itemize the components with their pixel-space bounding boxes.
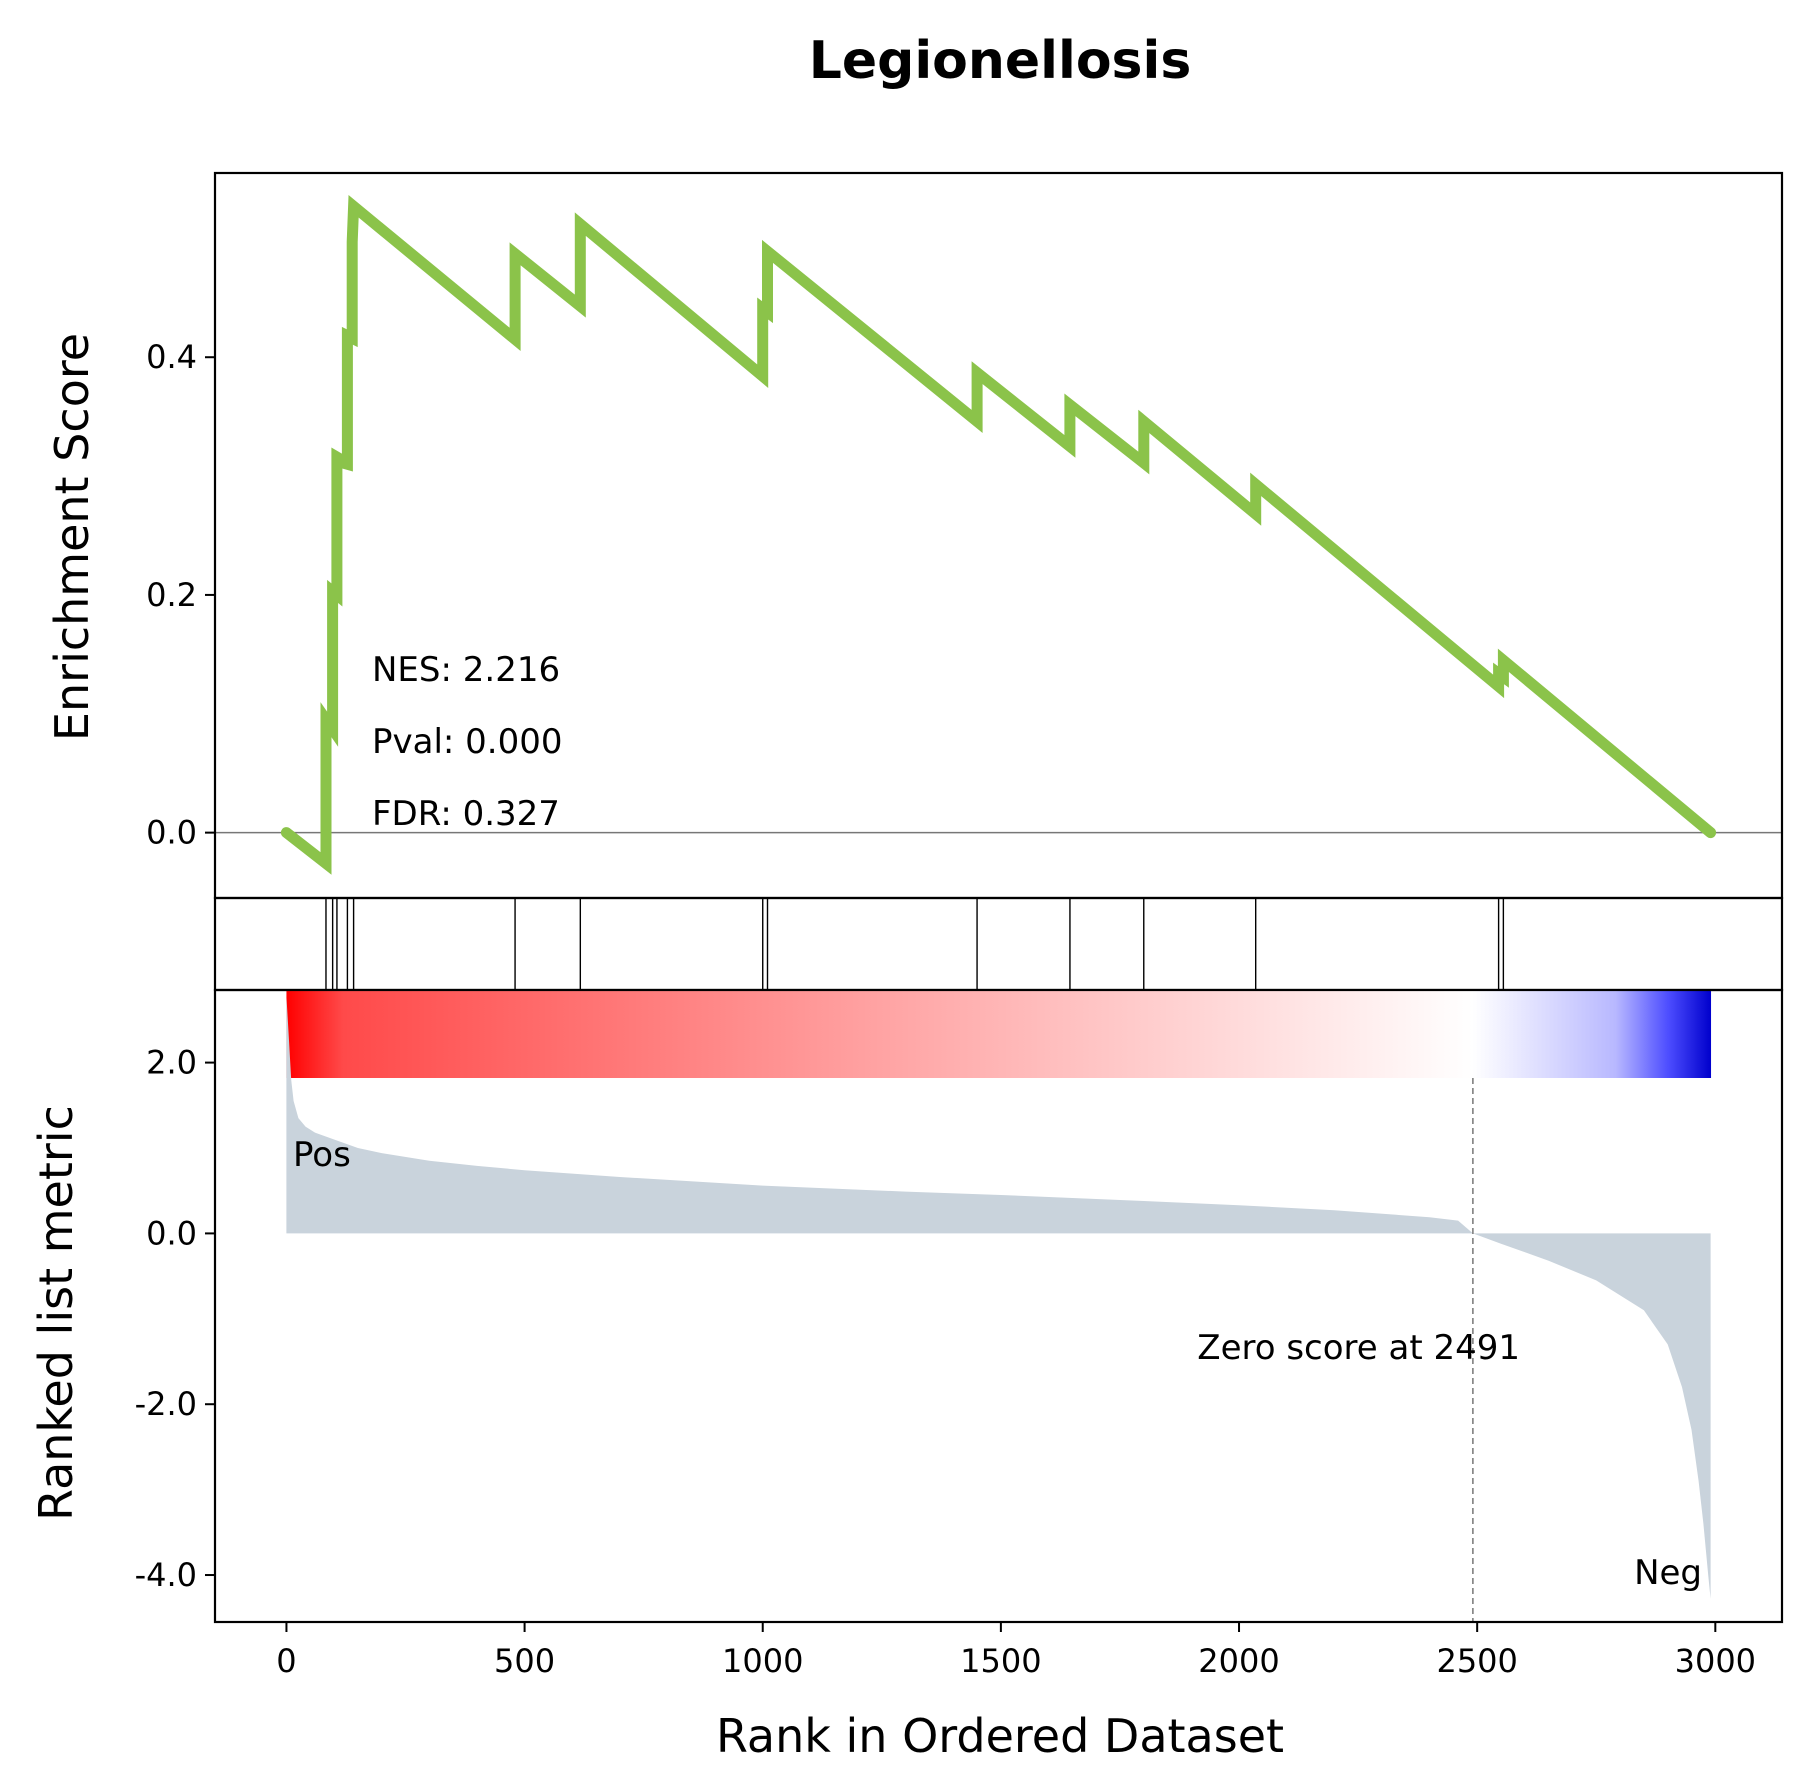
- pval-label: Pval: 0.000: [372, 722, 563, 762]
- enrichment-score-line: [280, 195, 1717, 875]
- enrichment-score-panel: 0.0 0.2 0.4 NES: 2.216 Pval: 0.000 FDR: 0.…: [45, 171, 1784, 900]
- metric-y-axis-title: Ranked list metric: [29, 1105, 83, 1521]
- x-tick-label: 0: [276, 1642, 296, 1680]
- es-y-axis-title: Enrichment Score: [45, 333, 99, 741]
- x-tick-label: 500: [494, 1642, 555, 1680]
- nes-label: NES: 2.216: [372, 650, 560, 690]
- metric-y-tick-label: -2.0: [135, 1385, 197, 1423]
- rank-heatmap-bar: [286, 990, 1712, 1078]
- neg-label: Neg: [1634, 1553, 1702, 1593]
- metric-y-tick-label: -4.0: [135, 1556, 197, 1594]
- hits-panel-frame: [213, 896, 1784, 992]
- es-y-tick-label: 0.2: [146, 576, 197, 614]
- hit-lines: [325, 898, 1505, 990]
- x-tick-label: 2500: [1436, 1642, 1517, 1680]
- x-axis-title: Rank in Ordered Dataset: [716, 1709, 1284, 1763]
- ranked-metric-panel: Zero score at 2491 Pos Neg -4.0 -2.0 0.0 2.…: [29, 988, 1784, 1624]
- x-axis-ticks: 0 500 1000 1500 2000 2500 3000: [276, 1622, 1756, 1680]
- chart-title: Legionellosis: [809, 31, 1192, 91]
- metric-y-ticks: -4.0 -2.0 0.0 2.0: [135, 1044, 215, 1594]
- es-y-tick-label: 0.0: [146, 814, 197, 852]
- ranked-metric-area: [286, 996, 1711, 1599]
- fdr-label: FDR: 0.327: [372, 794, 560, 834]
- metric-y-tick-label: 2.0: [146, 1044, 197, 1082]
- es-y-tick-label: 0.4: [146, 338, 197, 376]
- x-tick-label: 1000: [722, 1642, 803, 1680]
- zero-score-annotation: Zero score at 2491: [1197, 1328, 1520, 1368]
- pos-label: Pos: [293, 1135, 351, 1175]
- x-tick-label: 3000: [1675, 1642, 1756, 1680]
- metric-y-tick-label: 0.0: [146, 1214, 197, 1252]
- es-y-ticks: 0.0 0.2 0.4: [146, 338, 215, 852]
- hits-panel: [213, 896, 1784, 992]
- metric-panel-frame: [213, 988, 1784, 1624]
- x-tick-label: 2000: [1198, 1642, 1279, 1680]
- x-tick-label: 1500: [960, 1642, 1041, 1680]
